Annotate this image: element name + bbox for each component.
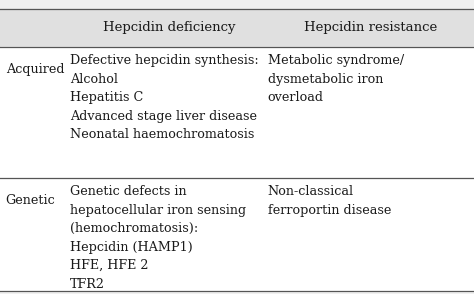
Text: Genetic: Genetic	[6, 194, 55, 207]
Bar	[0, 9, 474, 47]
Bar	[0, 47, 474, 291]
Text: Metabolic syndrome/
dysmetabolic iron
overload: Metabolic syndrome/ dysmetabolic iron ov…	[268, 54, 404, 104]
Text: Non-classical
ferroportin disease: Non-classical ferroportin disease	[268, 185, 391, 217]
Text: Defective hepcidin synthesis:
Alcohol
Hepatitis C
Advanced stage liver disease
N: Defective hepcidin synthesis: Alcohol He…	[70, 54, 259, 141]
Text: Acquired: Acquired	[6, 63, 64, 76]
Text: Genetic defects in
hepatocellular iron sensing
(hemochromatosis):
Hepcidin (HAMP: Genetic defects in hepatocellular iron s…	[70, 185, 246, 291]
Text: Hepcidin deficiency: Hepcidin deficiency	[103, 21, 235, 34]
Text: Hepcidin resistance: Hepcidin resistance	[304, 21, 438, 34]
